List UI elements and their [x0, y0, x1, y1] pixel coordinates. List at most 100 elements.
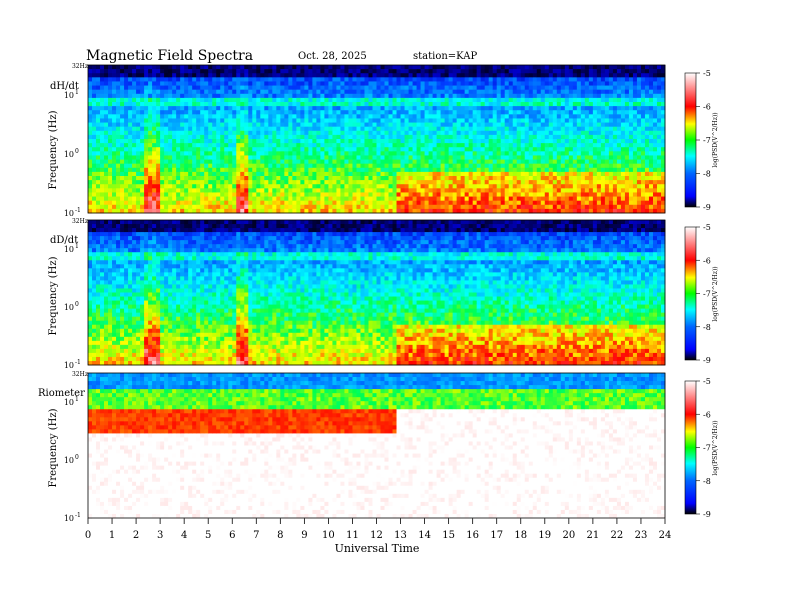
heat-cell — [292, 155, 297, 160]
heat-cell — [436, 139, 442, 144]
heat-cell — [432, 143, 438, 148]
heat-cell — [504, 65, 510, 70]
heat-cell — [156, 184, 161, 189]
heat-cell — [132, 73, 137, 78]
xaxis-label: Universal Time — [335, 542, 420, 555]
heat-cell — [360, 77, 365, 82]
heat-cell — [228, 188, 233, 193]
heat-cell — [196, 155, 201, 160]
heat-cell — [512, 110, 518, 115]
heat-cell — [456, 147, 462, 152]
heat-cell — [376, 114, 381, 119]
heat-cell — [168, 171, 173, 177]
heat-cell — [448, 69, 454, 74]
heat-cell — [132, 196, 137, 202]
heat-cell — [156, 171, 161, 177]
heat-cell — [360, 143, 365, 148]
heat-cell — [564, 163, 570, 169]
heat-cell — [444, 200, 450, 206]
heat-cell — [512, 126, 518, 132]
xtick-label: 11 — [346, 530, 359, 541]
heat-cell — [332, 147, 337, 152]
heat-cell — [328, 200, 333, 206]
heat-cell — [412, 102, 417, 107]
heat-cell — [352, 134, 357, 140]
heat-cell — [324, 151, 329, 156]
heat-cell — [380, 151, 385, 156]
heat-cell — [424, 134, 429, 140]
heat-cell — [492, 93, 498, 99]
heat-cell — [144, 192, 149, 197]
heat-cell — [280, 147, 285, 152]
heat-cell — [432, 188, 438, 193]
heat-cell — [168, 110, 173, 115]
heat-cell — [436, 126, 442, 132]
heat-cell — [608, 176, 614, 181]
heat-cell — [304, 69, 309, 74]
heat-cell — [612, 204, 618, 210]
heat-cell — [272, 106, 277, 111]
heat-cell — [604, 77, 610, 82]
heat-cell — [348, 200, 353, 206]
heat-cell — [476, 134, 482, 140]
heat-cell — [268, 196, 273, 202]
heat-cell — [332, 93, 337, 99]
heat-cell — [88, 106, 93, 111]
heat-cell — [208, 73, 213, 78]
heat-cell — [260, 176, 265, 181]
heat-cell — [112, 110, 117, 115]
heat-cell — [128, 192, 133, 197]
heat-cell — [580, 192, 586, 197]
heat-cell — [400, 147, 405, 152]
heat-cell — [556, 192, 562, 197]
heat-cell — [592, 204, 598, 210]
heat-cell — [500, 147, 506, 152]
heat-cell — [552, 106, 558, 111]
heat-cell — [176, 85, 181, 91]
heat-cell — [468, 77, 474, 82]
heat-cell — [420, 180, 425, 185]
heat-cell — [292, 126, 297, 132]
heat-cell — [508, 192, 514, 197]
heat-cell — [328, 159, 333, 165]
heat-cell — [564, 139, 570, 144]
heat-cell — [624, 118, 630, 123]
heat-cell — [560, 126, 566, 132]
heat-cell — [280, 122, 285, 128]
heat-cell — [492, 73, 498, 78]
heat-cell — [568, 155, 574, 160]
colorbar-tick-label: -5 — [703, 69, 711, 78]
heat-cell — [608, 188, 614, 193]
heat-cell — [140, 65, 145, 70]
heat-cell — [116, 81, 121, 86]
heat-cell — [88, 200, 93, 206]
heat-cell — [184, 126, 189, 132]
heat-cell — [444, 208, 450, 214]
heat-cell — [416, 163, 421, 169]
heat-cell — [164, 114, 169, 119]
heat-cell — [272, 159, 277, 165]
heat-cell — [540, 192, 546, 197]
heat-cell — [228, 159, 233, 165]
heat-cell — [156, 73, 161, 78]
heat-cell — [228, 110, 233, 115]
heat-cell — [580, 147, 586, 152]
heat-cell — [376, 196, 381, 202]
heat-cell — [280, 196, 285, 202]
heat-cell — [608, 208, 614, 214]
heat-cell — [440, 163, 446, 169]
heat-cell — [248, 85, 253, 91]
heat-cell — [224, 184, 229, 189]
heat-cell — [124, 204, 129, 210]
heat-cell — [204, 97, 209, 103]
heat-cell — [192, 93, 197, 99]
heat-cell — [168, 102, 173, 107]
heat-cell — [172, 65, 177, 70]
heat-cell — [440, 89, 446, 95]
heat-cell — [416, 134, 421, 140]
heat-cell — [300, 102, 305, 107]
heat-cell — [428, 130, 433, 136]
heat-cell — [624, 77, 630, 82]
heat-cell — [316, 171, 321, 177]
heat-cell — [464, 134, 470, 140]
